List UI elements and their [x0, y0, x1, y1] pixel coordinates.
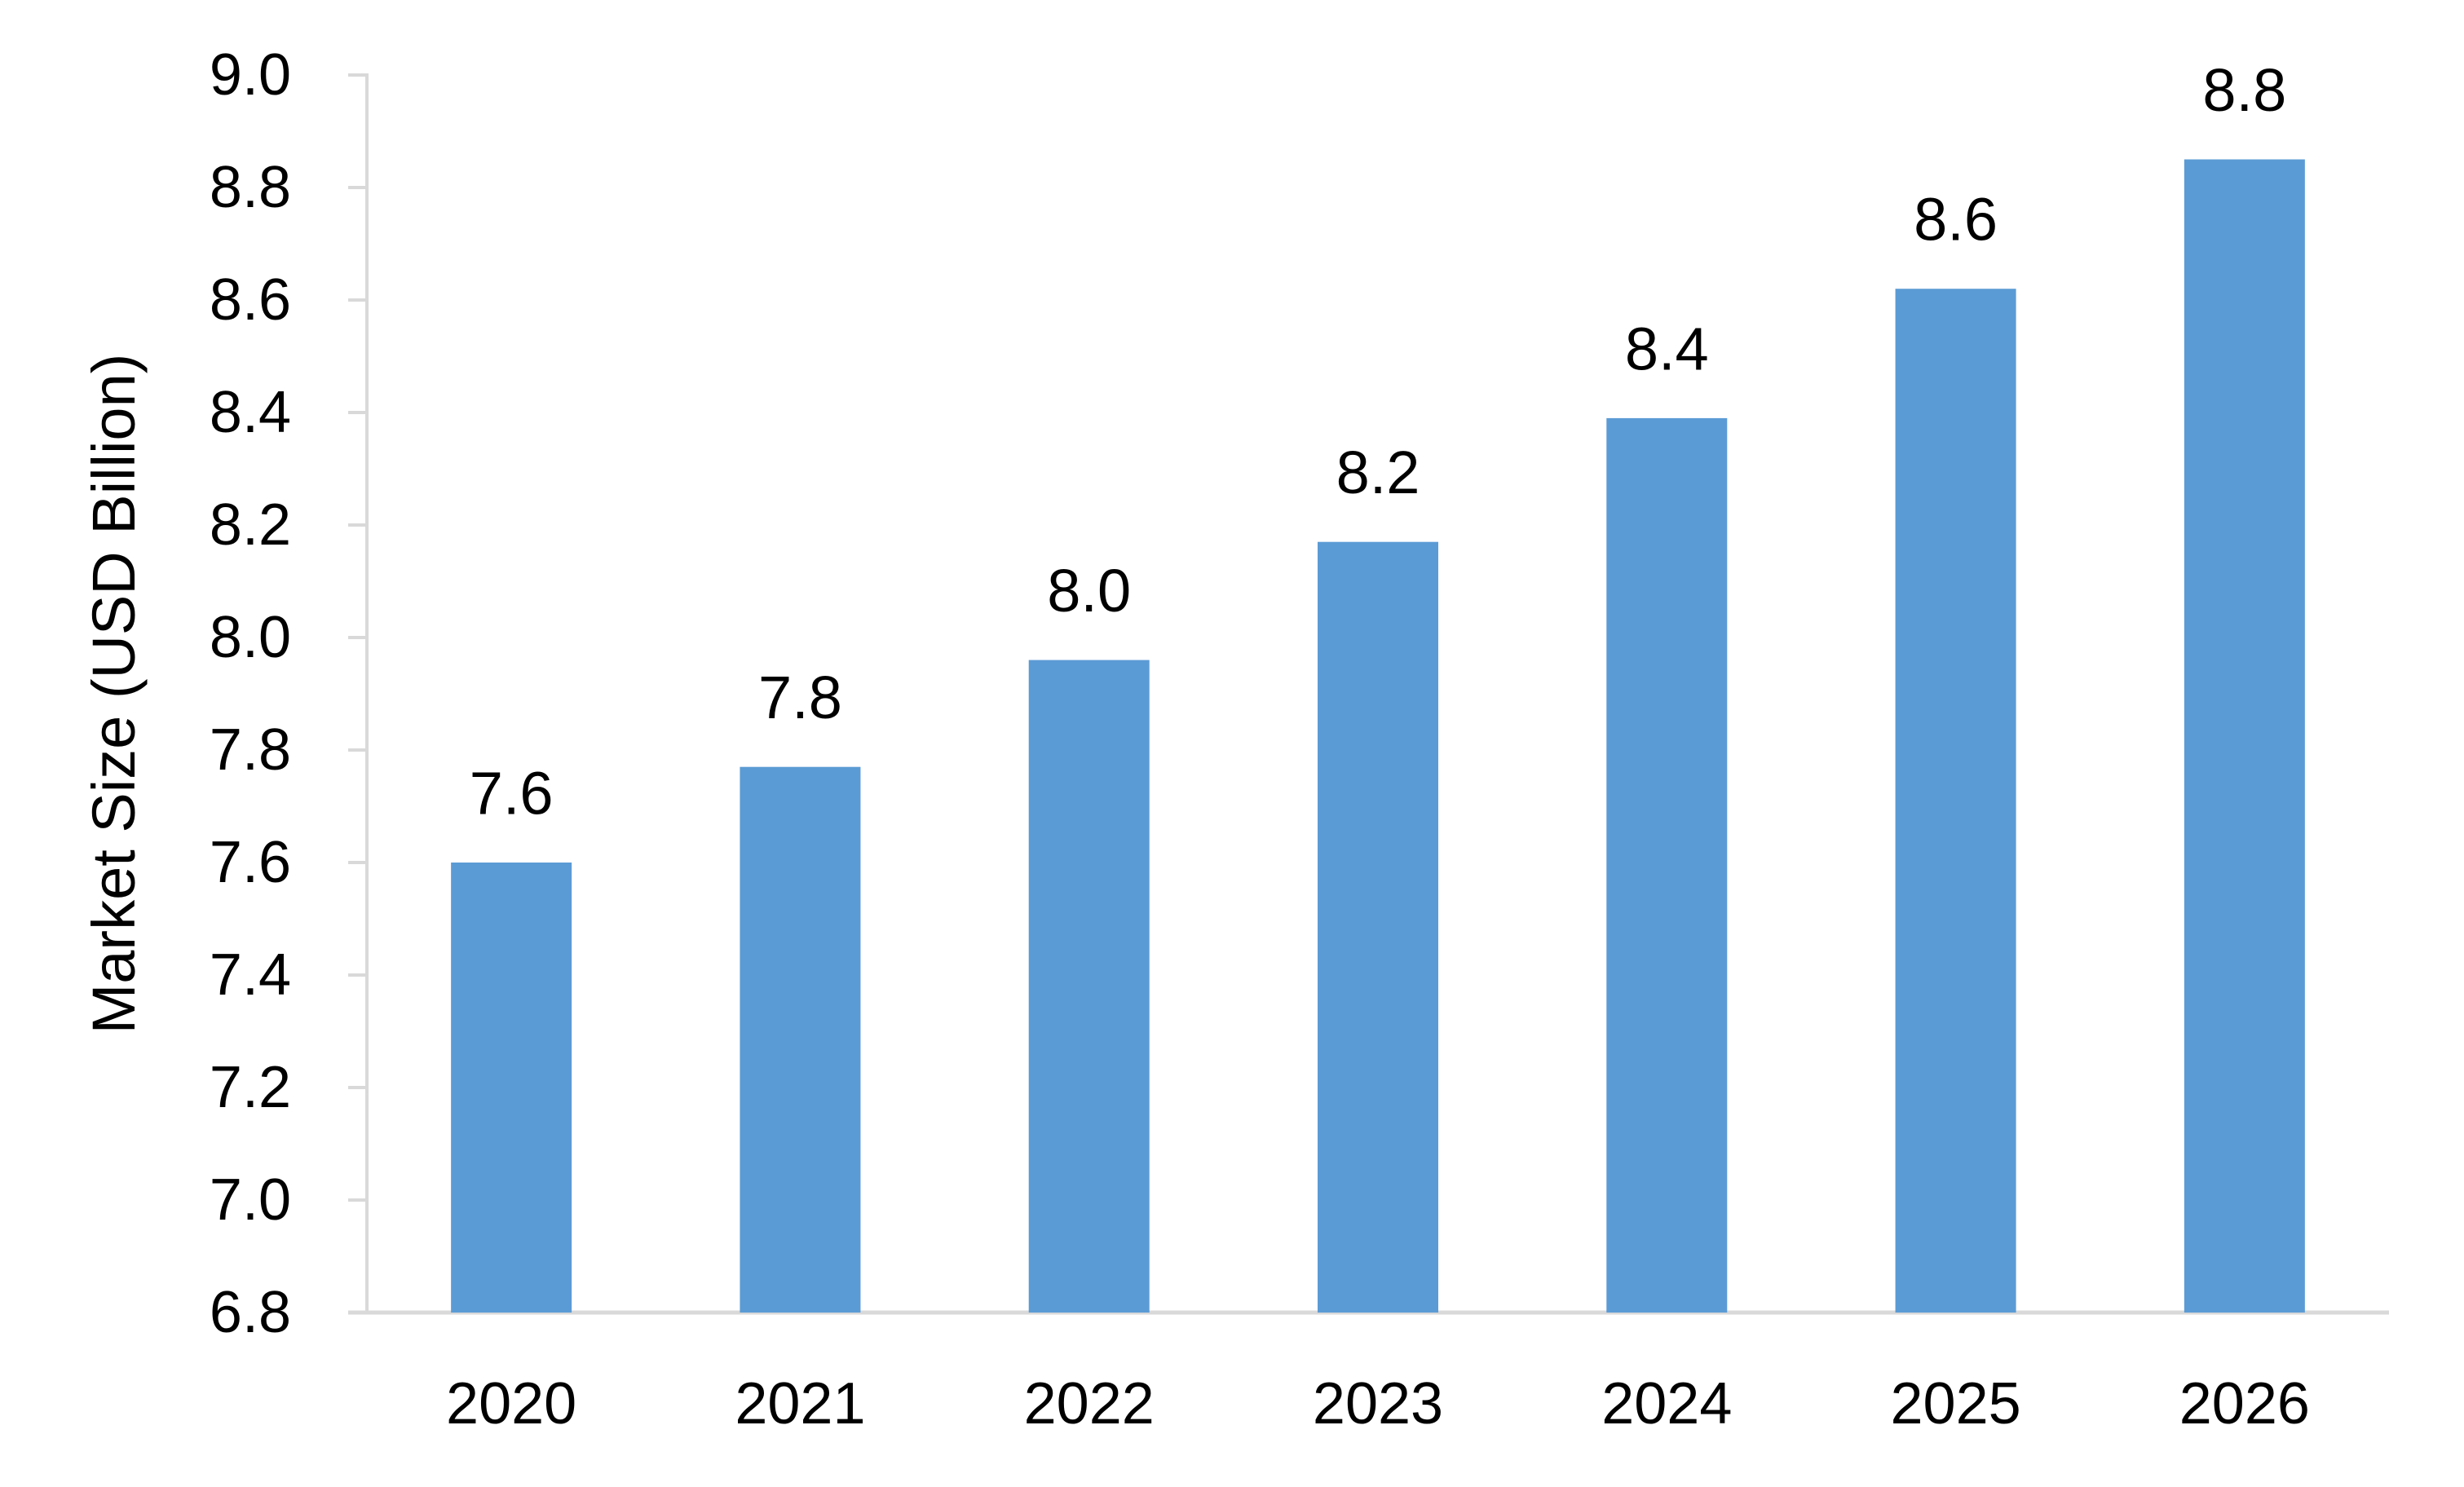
- y-tick-label: 8.0: [210, 605, 291, 670]
- bar-2021: [740, 766, 861, 1313]
- bar-2024: [1606, 417, 1728, 1313]
- data-label-2025: 8.6: [1914, 186, 1998, 254]
- data-label-2024: 8.4: [1625, 315, 1709, 382]
- bar-2025: [1895, 289, 2016, 1313]
- x-axis-label-2020: 2020: [446, 1371, 576, 1436]
- y-tick-label: 7.2: [210, 1055, 291, 1120]
- x-axis-label-2021: 2021: [735, 1371, 865, 1436]
- y-tick-label: 7.4: [210, 942, 291, 1008]
- data-label-2023: 8.2: [1336, 439, 1420, 506]
- data-label-2022: 8.0: [1047, 557, 1131, 624]
- y-axis-title: Market Size (USD Billion): [80, 354, 148, 1035]
- bar-2026: [2184, 159, 2305, 1313]
- bar-2023: [1318, 541, 1438, 1313]
- y-tick-label: 6.8: [210, 1280, 291, 1345]
- y-tick-label: 9.0: [210, 42, 291, 108]
- x-axis-labels: 2020 2021 2022 2023 2024 2025 2026: [446, 1371, 2310, 1436]
- y-tick-label: 8.2: [210, 492, 291, 558]
- y-tick-label: 7.8: [210, 717, 291, 783]
- x-axis-label-2023: 2023: [1313, 1371, 1443, 1436]
- data-label-2021: 7.8: [758, 664, 842, 731]
- x-axis-label-2025: 2025: [1890, 1371, 2020, 1436]
- y-tick-label: 7.0: [210, 1167, 291, 1233]
- data-label-2020: 7.6: [470, 760, 554, 827]
- x-axis-label-2022: 2022: [1024, 1371, 1155, 1436]
- data-labels: 7.6 7.8 8.0 8.2 8.4 8.6 8.8: [470, 56, 2287, 827]
- data-label-2026: 8.8: [2202, 56, 2286, 124]
- y-tick-label: 7.6: [210, 830, 291, 895]
- bar-2022: [1028, 660, 1150, 1313]
- y-axis-ticks: 9.0 8.8 8.6 8.4 8.2 8.0 7.8 7.6 7.4 7.2 7.0 6.8: [210, 42, 367, 1345]
- bar-2020: [451, 863, 572, 1313]
- bar-series: [451, 159, 2305, 1313]
- x-axis-label-2024: 2024: [1601, 1371, 1732, 1436]
- x-axis-label-2026: 2026: [2179, 1371, 2310, 1436]
- y-tick-label: 8.4: [210, 380, 291, 445]
- y-tick-label: 8.8: [210, 155, 291, 220]
- y-tick-label: 8.6: [210, 267, 291, 333]
